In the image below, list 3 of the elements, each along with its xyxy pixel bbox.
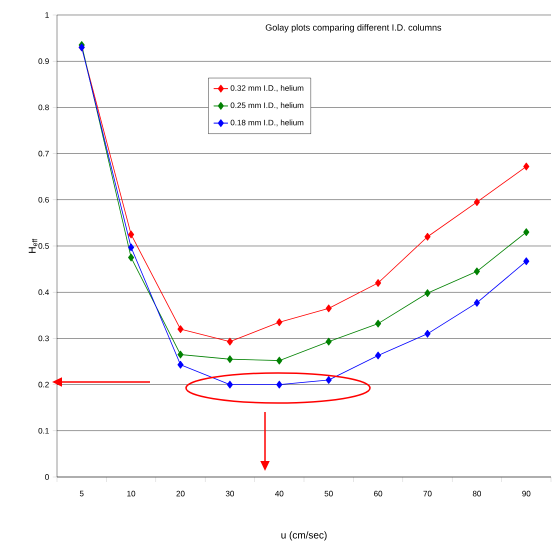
x-axis-title: u (cm/sec) [281,531,327,541]
y-axis-title: H$_{eff}$ [28,238,38,253]
text: Golay plots comparing different I.D. columns [266,24,442,32]
